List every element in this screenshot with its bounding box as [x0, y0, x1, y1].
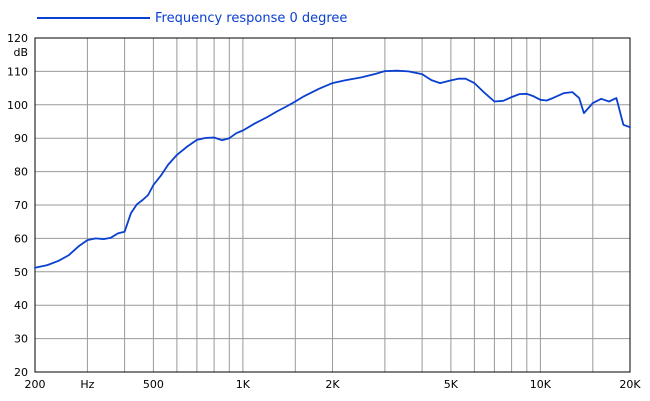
legend: Frequency response 0 degree [37, 11, 347, 26]
y-tick-label: 60 [14, 232, 28, 245]
x-tick-label: Hz [80, 378, 94, 391]
x-tick-label: 200 [25, 378, 46, 391]
y-tick-label: 110 [7, 65, 28, 78]
legend-label: Frequency response 0 degree [155, 11, 347, 26]
y-tick-label: 100 [7, 99, 28, 112]
y-tick-label: 80 [14, 166, 28, 179]
y-tick-label: 70 [14, 199, 28, 212]
y-tick-label: 20 [14, 366, 28, 379]
y-tick-label: 30 [14, 333, 28, 346]
plot-frame [34, 37, 631, 373]
x-tick-label: 1K [236, 378, 251, 391]
x-tick-label: 5K [444, 378, 459, 391]
series-line-frequency-response [34, 69, 631, 269]
y-tick-labels: 20 30 40 50 60 70 80 90 100 110 120 [7, 32, 28, 379]
grid [34, 37, 631, 373]
x-tick-labels: 200 Hz 500 1K 2K 5K 10K 20K [25, 378, 642, 391]
y-tick-label: 120 [7, 32, 28, 45]
y-axis-label: dB [13, 46, 28, 59]
x-tick-label: 500 [143, 378, 164, 391]
y-tick-label: 50 [14, 266, 28, 279]
x-tick-label: 2K [325, 378, 340, 391]
x-tick-label: 10K [530, 378, 552, 391]
y-tick-label: 40 [14, 299, 28, 312]
y-tick-label: 90 [14, 132, 28, 145]
x-tick-label: 20K [619, 378, 641, 391]
